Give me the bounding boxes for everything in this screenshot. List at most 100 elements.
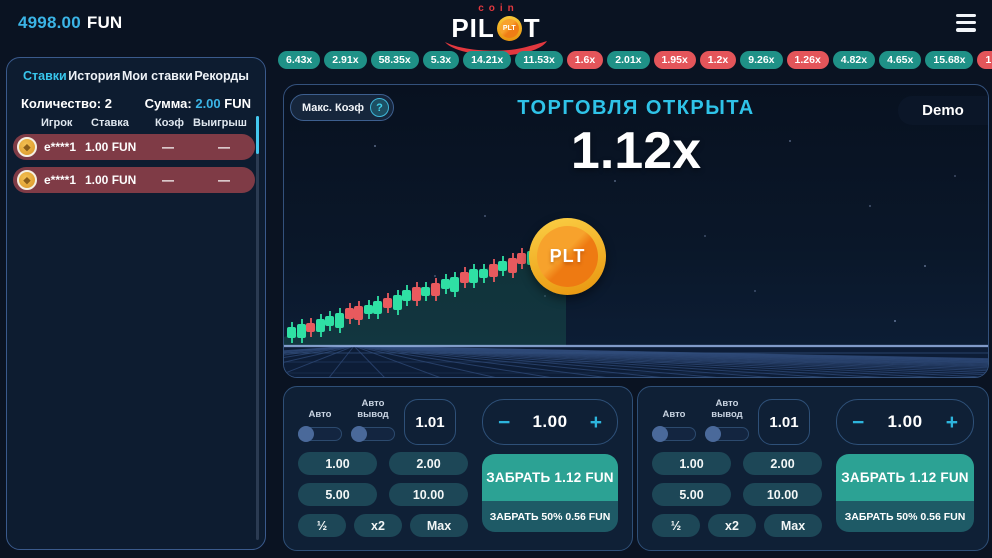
logo-coin-word: coin xyxy=(478,3,519,14)
sidebar-scrollbar-thumb[interactable] xyxy=(256,116,259,154)
multiplier-badge: 1.88x xyxy=(977,51,992,69)
quick-amounts: 1.00 2.00 5.00 10.00 xyxy=(652,452,822,506)
toggle-knob xyxy=(652,426,668,442)
auto-bet-group: Авто xyxy=(652,409,696,445)
increase-bet-button[interactable]: + xyxy=(945,410,958,434)
auto-bet-toggle[interactable] xyxy=(298,426,342,442)
auto-cashout-group: Авто вывод xyxy=(705,398,749,445)
player-coef: — xyxy=(162,173,174,187)
player-win: — xyxy=(218,140,230,154)
auto-cashout-label: Авто вывод xyxy=(711,398,743,421)
amount-pill-10.00[interactable]: 10.00 xyxy=(743,483,822,506)
current-multiplier: 1.12x xyxy=(570,122,702,180)
cashout-half-button[interactable]: ЗАБРАТЬ 50% 0.56 FUN xyxy=(482,501,618,532)
player-name: e****1 xyxy=(44,173,77,187)
bet-amount-value: 1.00 xyxy=(887,412,923,431)
auto-cashout-toggle[interactable] xyxy=(705,426,749,442)
amount-pill-5.00[interactable]: 5.00 xyxy=(298,483,377,506)
player-coin-icon: ◆ xyxy=(17,137,37,157)
multiplier-badge: 15.68x xyxy=(925,51,974,69)
toggle-knob xyxy=(298,426,314,442)
quick-amounts: 1.00 2.00 5.00 10.00 xyxy=(298,452,468,506)
amount-pill-10.00[interactable]: 10.00 xyxy=(389,483,468,506)
auto-cashout-label: Авто вывод xyxy=(357,398,389,421)
bet-stepper: − 1.00 + xyxy=(836,399,974,445)
logo-text-left: PIL xyxy=(451,13,495,43)
bet-row: ◆ e****1 1.00 FUN — — xyxy=(13,134,255,160)
candles-layer xyxy=(284,85,988,377)
sidebar-tabs: Ставки История Мои ставки Рекорды xyxy=(7,58,265,89)
multiplier-badge: 2.01x xyxy=(607,51,650,69)
multiplier-badge: 14.21x xyxy=(463,51,512,69)
auto-coef-input[interactable]: 1.01 xyxy=(404,399,456,445)
player-coin-icon: ◆ xyxy=(17,170,37,190)
modifier-pill-1[interactable]: x2 xyxy=(708,514,756,537)
multiplier-badge: 4.82x xyxy=(832,51,876,69)
auto-bet-toggle[interactable] xyxy=(652,426,696,442)
game-chart-area: PLT Макс. Коэф ? ТОРГОВЛЯ ОТКРЫТА 1.12x … xyxy=(283,84,989,378)
cashout-button[interactable]: ЗАБРАТЬ 1.12 FUN xyxy=(836,454,974,501)
multiplier-badge: 58.35x xyxy=(370,51,419,69)
multiplier-badge: 5.3x xyxy=(422,51,460,69)
multiplier-badge: 9.26x xyxy=(740,51,783,69)
modifier-pill-2[interactable]: Max xyxy=(410,514,468,537)
modifier-pill-1[interactable]: x2 xyxy=(354,514,402,537)
auto-coef-input[interactable]: 1.01 xyxy=(758,399,810,445)
increase-bet-button[interactable]: + xyxy=(589,410,602,434)
amount-pill-2.00[interactable]: 2.00 xyxy=(743,452,822,475)
tab-Ставки[interactable]: Ставки xyxy=(23,69,67,83)
starfield xyxy=(284,85,286,87)
modifier-pill-0[interactable]: ½ xyxy=(652,514,700,537)
player-bet: 1.00 FUN xyxy=(85,140,137,154)
auto-bet-label: Авто xyxy=(308,409,332,421)
multiplier-badge: 1.26x xyxy=(786,51,829,69)
demo-button[interactable]: Demo xyxy=(898,96,988,125)
auto-cashout-group: Авто вывод xyxy=(351,398,395,445)
bet-row: ◆ e****1 1.00 FUN — — xyxy=(13,167,255,193)
auto-cashout-toggle[interactable] xyxy=(351,426,395,442)
cashout-button[interactable]: ЗАБРАТЬ 1.12 FUN xyxy=(482,454,618,501)
bets-sidebar: Ставки История Мои ставки Рекорды Количеств… xyxy=(6,57,266,550)
bets-sum: Сумма: 2.00 FUN xyxy=(144,96,251,111)
player-name: e****1 xyxy=(44,140,77,154)
decrease-bet-button[interactable]: − xyxy=(852,410,865,434)
player-win: — xyxy=(218,173,230,187)
toggle-knob xyxy=(705,426,721,442)
tab-Рекорды[interactable]: Рекорды xyxy=(194,69,249,83)
auto-bet-label: Авто xyxy=(662,409,686,421)
multiplier-badge: 2.91x xyxy=(324,51,367,69)
app-logo: coin PIL PLT T xyxy=(440,3,552,56)
bet-panel-right: Авто Авто вывод 1.01 1.00 2.00 5.00 10.00 ½… xyxy=(637,386,989,551)
tab-Мои ставки[interactable]: Мои ставки xyxy=(121,69,193,83)
bet-stepper: − 1.00 + xyxy=(482,399,618,445)
bet-panel-left: Авто Авто вывод 1.01 1.00 2.00 5.00 10.00 ½… xyxy=(283,386,633,551)
toggle-knob xyxy=(351,426,367,442)
amount-pill-1.00[interactable]: 1.00 xyxy=(298,452,377,475)
bets-count: Количество: 2 xyxy=(21,96,112,111)
multiplier-badge: 1.95x xyxy=(653,51,696,69)
modifier-pill-2[interactable]: Max xyxy=(764,514,822,537)
sidebar-scrollbar-track[interactable] xyxy=(256,116,259,540)
balance-amount: 4998.00 xyxy=(18,13,81,32)
auto-bet-group: Авто xyxy=(298,409,342,445)
cashout-half-button[interactable]: ЗАБРАТЬ 50% 0.56 FUN xyxy=(836,501,974,532)
tab-История[interactable]: История xyxy=(68,69,121,83)
amount-pill-1.00[interactable]: 1.00 xyxy=(652,452,731,475)
multiplier-badge: 1.2x xyxy=(699,51,737,69)
amount-pill-5.00[interactable]: 5.00 xyxy=(652,483,731,506)
max-coef-button[interactable]: Макс. Коэф ? xyxy=(290,94,394,121)
balance-currency: FUN xyxy=(86,13,123,32)
multiplier-badge: 6.43x xyxy=(278,51,321,69)
cashout-buttons: ЗАБРАТЬ 1.12 FUN ЗАБРАТЬ 50% 0.56 FUN xyxy=(482,454,618,532)
decrease-bet-button[interactable]: − xyxy=(498,410,511,434)
balance: 4998.00 FUN xyxy=(18,13,122,33)
bets-summary: Количество: 2 Сумма: 2.00 FUN xyxy=(7,89,265,116)
multiplier-badge: 4.65x xyxy=(879,51,922,69)
amount-pill-2.00[interactable]: 2.00 xyxy=(389,452,468,475)
cashout-buttons: ЗАБРАТЬ 1.12 FUN ЗАБРАТЬ 50% 0.56 FUN xyxy=(836,454,974,532)
hamburger-menu-icon[interactable] xyxy=(954,12,978,34)
amount-modifiers: ½ x2 Max xyxy=(298,514,468,537)
player-coef: — xyxy=(162,140,174,154)
help-icon[interactable]: ? xyxy=(370,98,389,117)
modifier-pill-0[interactable]: ½ xyxy=(298,514,346,537)
